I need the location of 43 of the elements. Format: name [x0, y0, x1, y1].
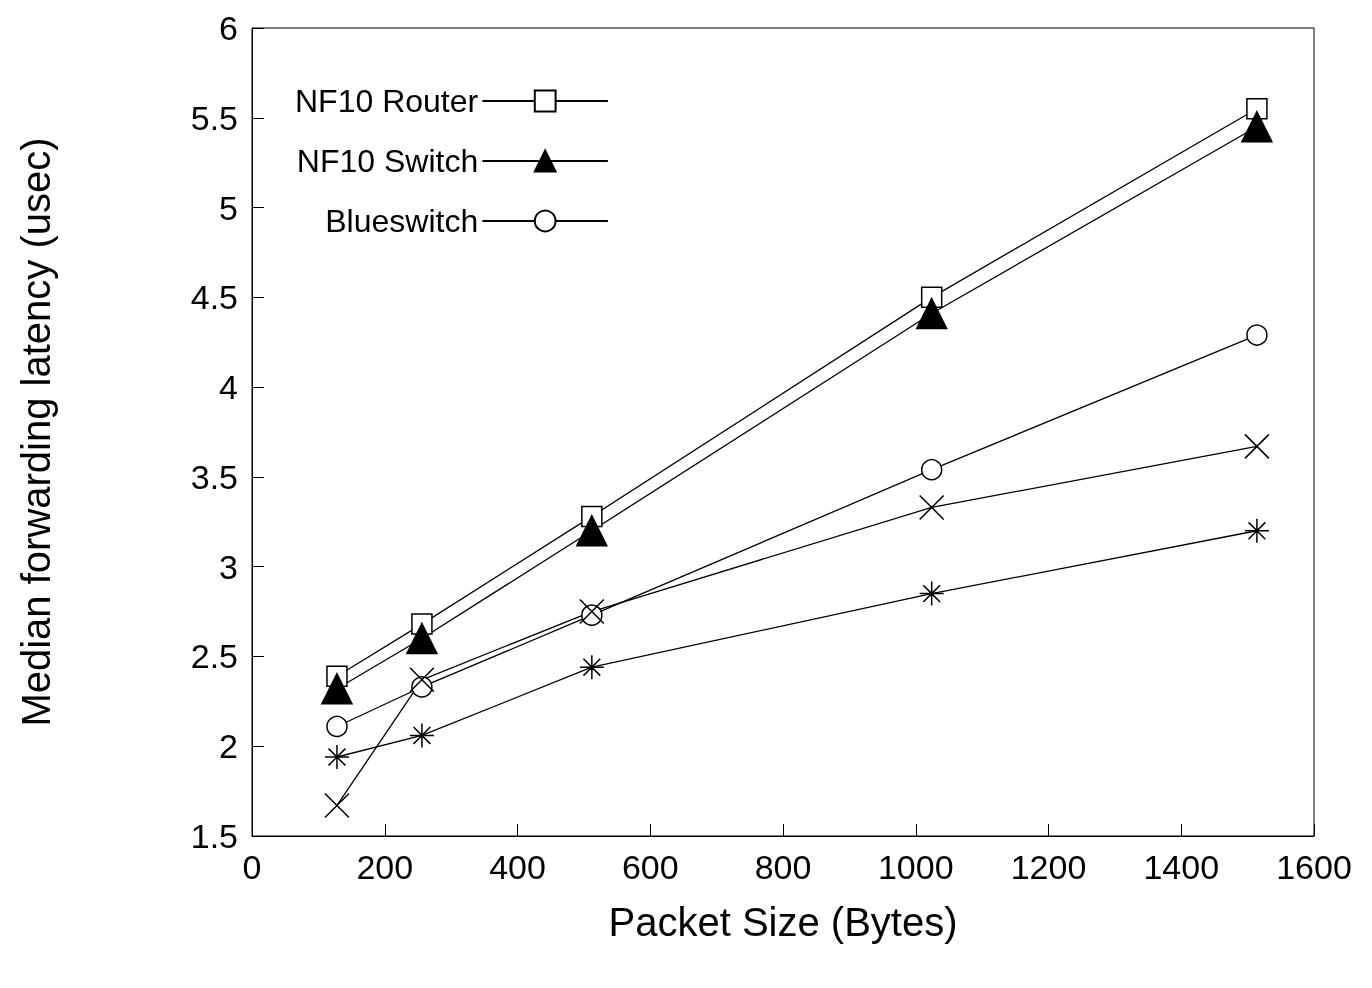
x-tick-label: 1000 — [877, 848, 954, 886]
point — [576, 515, 608, 547]
y-tick-label: 4.5 — [190, 278, 238, 317]
point — [920, 458, 943, 481]
point — [409, 667, 435, 693]
y-tick-label: 6 — [219, 9, 238, 47]
x-tick-label: 1600 — [1276, 848, 1352, 886]
point — [579, 598, 605, 625]
legend-label: NF10 Switch — [296, 143, 479, 179]
point — [324, 744, 350, 770]
y-tick-label: 1.5 — [190, 817, 238, 855]
point — [321, 673, 353, 705]
point — [918, 580, 945, 607]
y-axis-title: Median forwarding latency (usec) — [14, 137, 58, 727]
y-tick-label: 2.5 — [190, 637, 238, 676]
point — [915, 297, 948, 330]
point — [1244, 518, 1270, 544]
x-tick-label: 0 — [242, 848, 262, 886]
y-tick-label: 3 — [219, 547, 238, 586]
y-tick-label: 3.5 — [190, 457, 238, 496]
x-tick-label: 1200 — [1010, 848, 1087, 886]
x-tick-label: 600 — [621, 848, 679, 886]
point — [406, 622, 438, 655]
point — [1246, 324, 1268, 346]
x-tick-label: 400 — [489, 848, 546, 886]
y-tick-label: 2 — [219, 727, 238, 766]
point — [324, 792, 350, 819]
x-tick-label: 800 — [754, 848, 812, 886]
y-tick-label: 5.5 — [190, 98, 238, 137]
y-tick-label: 5 — [219, 188, 238, 227]
point — [918, 494, 945, 521]
x-tick-label: 1400 — [1143, 848, 1220, 886]
point — [1241, 111, 1273, 143]
x-axis-title: Packet Size (Bytes) — [608, 900, 958, 944]
y-tick-label: 4 — [219, 368, 238, 407]
legend-label: Blueswitch — [325, 203, 479, 239]
point — [326, 715, 348, 738]
point — [1244, 433, 1270, 460]
legend-label: NF10 Router — [295, 83, 479, 119]
point — [579, 654, 605, 680]
point — [409, 722, 435, 749]
point — [1246, 98, 1268, 120]
x-tick-label: 200 — [356, 848, 414, 886]
